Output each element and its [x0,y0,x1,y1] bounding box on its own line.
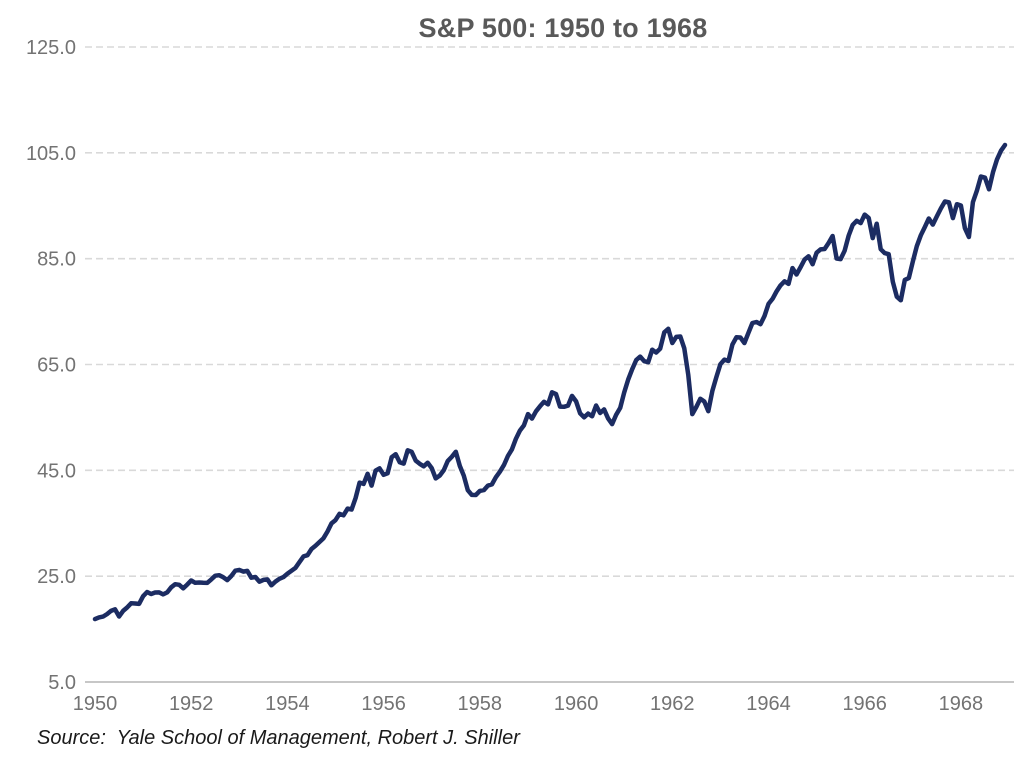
x-tick-label: 1958 [458,693,503,715]
x-tick-label: 1960 [554,693,599,715]
y-tick-label: 125.0 [26,37,76,59]
y-tick-label: 5.0 [48,672,76,694]
x-tick-label: 1964 [746,693,791,715]
y-tick-label: 45.0 [37,460,76,482]
y-tick-label: 85.0 [37,249,76,271]
chart-title: S&P 500: 1950 to 1968 [418,13,708,43]
source-note: Source: Yale School of Management, Rober… [37,727,520,749]
x-tick-label: 1950 [73,693,118,715]
y-tick-label: 65.0 [37,355,76,377]
y-tick-label: 25.0 [37,566,76,588]
y-tick-label: 105.0 [26,143,76,165]
x-tick-label: 1968 [939,693,984,715]
x-tick-label: 1962 [650,693,695,715]
x-tick-label: 1952 [169,693,214,715]
x-tick-label: 1966 [842,693,887,715]
series-line-sp500 [92,142,1008,622]
x-tick-label: 1956 [361,693,406,715]
x-tick-label: 1954 [265,693,310,715]
